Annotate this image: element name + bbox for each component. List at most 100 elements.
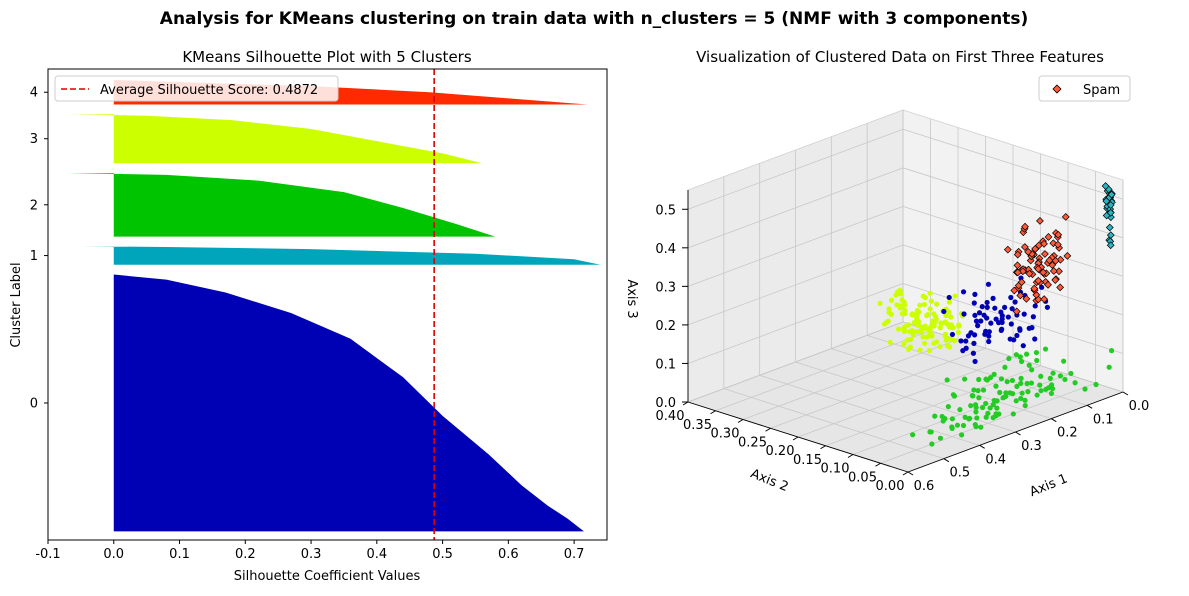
data-point <box>1002 364 1008 370</box>
grid-y-floor <box>715 330 931 412</box>
data-point <box>901 341 907 347</box>
data-point <box>909 312 915 318</box>
silhouette-bars <box>67 80 601 532</box>
data-point <box>1056 283 1065 292</box>
x-tick-label: 0.3 <box>301 547 322 562</box>
silhouette-x-label: Silhouette Coefficient Values <box>234 569 421 584</box>
silhouette-cluster-3 <box>67 114 483 164</box>
data-point <box>961 311 967 317</box>
data-point <box>1004 379 1010 385</box>
data-point <box>984 299 990 306</box>
data-point <box>1020 343 1026 349</box>
silhouette-cluster-0 <box>113 274 584 532</box>
axis2-label: Axis 2 <box>748 466 790 495</box>
data-point <box>1037 382 1043 388</box>
x-tick-label: 0.2 <box>235 547 256 562</box>
data-point <box>1010 286 1019 295</box>
data-point <box>1017 326 1023 332</box>
axis2-tick-label: 0.20 <box>766 444 795 459</box>
x-tick-label: 0.0 <box>103 547 124 562</box>
data-point <box>1025 389 1031 395</box>
data-point <box>916 309 922 315</box>
data-point <box>1013 268 1022 277</box>
axis1-tick-label: 0.1 <box>1093 412 1114 427</box>
data-point <box>966 415 973 421</box>
silhouette-axes-frame <box>47 68 608 541</box>
data-point <box>972 358 978 365</box>
data-point <box>957 407 963 413</box>
data-point <box>1017 278 1026 286</box>
axis3-tick-label: 0.2 <box>655 319 676 334</box>
data-point <box>1026 256 1035 265</box>
x-tick-label: 0.6 <box>498 547 519 562</box>
data-point <box>1025 269 1034 278</box>
grid-z-wall2 <box>687 205 904 287</box>
scatter3d-panes <box>686 109 1125 473</box>
data-point <box>1024 247 1033 256</box>
data-point <box>971 387 977 393</box>
data-point <box>972 312 978 318</box>
data-point <box>950 392 956 398</box>
axis2-tick-mark <box>710 410 716 415</box>
data-point <box>988 320 994 326</box>
data-point <box>929 441 935 447</box>
data-point <box>1023 351 1030 357</box>
data-point <box>949 416 955 422</box>
data-point <box>994 405 1000 411</box>
data-point <box>920 334 926 340</box>
axis2-tick-label: 0.10 <box>821 462 850 477</box>
data-point <box>949 331 956 338</box>
axis1-tick-label: 0.2 <box>1057 426 1078 441</box>
data-point <box>954 422 961 428</box>
x-tick-label: 0.4 <box>366 547 387 562</box>
grid-y-floor <box>880 382 1096 464</box>
data-point <box>910 329 916 335</box>
data-point <box>1036 216 1044 225</box>
data-point <box>1006 355 1012 362</box>
data-point <box>1030 314 1036 320</box>
data-point <box>979 304 985 310</box>
data-point <box>877 300 883 306</box>
data-point <box>1057 373 1064 379</box>
data-point <box>979 404 986 411</box>
data-point <box>929 332 935 338</box>
data-point <box>958 432 965 438</box>
data-point <box>942 416 948 422</box>
axis2-tick-label: 0.00 <box>876 479 905 494</box>
data-point <box>1108 348 1115 354</box>
data-point <box>1047 375 1053 381</box>
data-point <box>941 308 947 315</box>
silhouette-cluster-1 <box>80 246 601 265</box>
axis2-tick-label: 0.15 <box>793 453 822 468</box>
data-point <box>937 325 943 331</box>
grid-z-wall2 <box>687 321 904 403</box>
data-point <box>1093 381 1099 388</box>
data-point <box>976 376 982 383</box>
data-point <box>970 350 977 356</box>
data-point <box>1031 245 1040 253</box>
data-point <box>983 400 989 407</box>
axis2-tick-label: 0.05 <box>848 470 877 485</box>
data-point <box>1101 182 1110 190</box>
data-point <box>984 315 990 321</box>
data-point <box>1038 388 1044 394</box>
data-point <box>973 318 980 324</box>
data-point <box>1009 377 1016 384</box>
x-tick-label: 0.5 <box>432 547 453 562</box>
data-point <box>1051 276 1060 284</box>
data-point <box>926 348 932 354</box>
data-point <box>999 326 1005 332</box>
data-point <box>932 413 938 419</box>
data-point <box>976 310 983 316</box>
data-point <box>949 425 955 431</box>
data-point <box>1034 357 1040 364</box>
data-point <box>943 320 949 326</box>
data-point <box>886 309 892 315</box>
data-point <box>951 337 957 344</box>
data-point <box>1049 267 1058 275</box>
data-point <box>1022 294 1031 303</box>
data-point <box>1014 332 1020 339</box>
grid-z-wall <box>902 205 1124 277</box>
axis2-tick-label: 0.25 <box>738 435 767 450</box>
data-point <box>1010 411 1016 417</box>
